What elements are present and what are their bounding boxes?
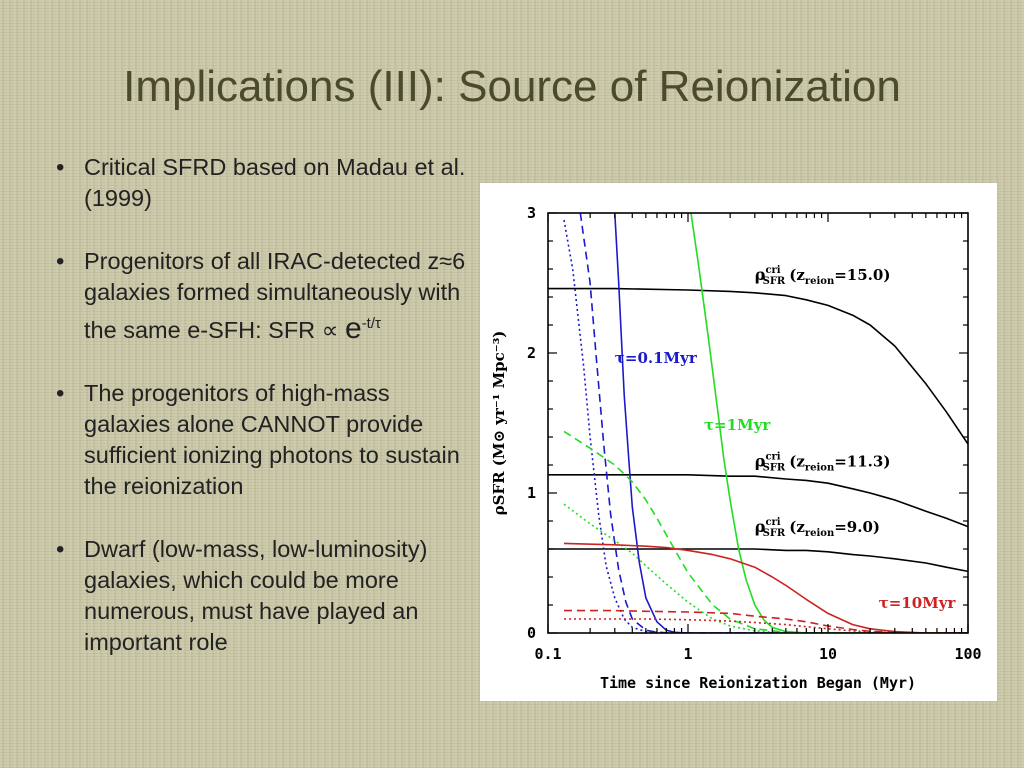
annotation-rho: ρ [755,265,766,284]
annotation-5: τ=10Myr [879,594,957,612]
x-tick-label: 0.1 [534,645,561,663]
bullet-text: Progenitors of all IRAC-detected z≈6 gal… [84,248,466,343]
annotation-sub: SFR [763,528,786,539]
annotation-paren-close: =15.0) [834,266,890,284]
annotation-0: ρcri SFR (zreion=15.0) [755,265,891,287]
bullet-dot-icon: • [56,536,65,563]
plot-frame [547,212,969,634]
sfrd-chart: 0.1 1 10 100 0 1 2 3 Time since Reionization Beg… [490,204,982,692]
annotation-2: ρcri SFR (zreion=9.0) [755,517,880,539]
y-tick-label: 0 [527,624,536,642]
annotation-paren-open: (z [789,266,805,284]
chart-panel: 0.1 1 10 100 0 1 2 3 Time since Reionization Beg… [480,183,997,701]
x-tick-label: 1 [683,645,692,663]
y-tick-label: 2 [527,344,536,362]
exponent-sup: -t/τ [361,315,381,332]
bullet-text: Critical SFRD based on Madau et al. (199… [84,154,466,211]
bullet-item: • Dwarf (low-mass, low-luminosity) galaxi… [56,534,466,658]
annotation-paren-close: =9.0) [834,518,880,536]
annotation-rho: ρ [755,451,766,470]
annotation-paren-sub: reion [805,528,835,539]
x-axis-label: Time since Reionization Began (Myr) [600,674,916,692]
series-line-5 [563,219,968,633]
bullet-dot-icon: • [56,248,65,275]
series-line-3 [614,213,968,633]
series-line-9 [563,542,968,633]
annotation-paren-open: (z [789,518,805,536]
series-line-2 [548,548,968,573]
annotation-3: τ=0.1Myr [615,349,698,367]
annotation-4: τ=1Myr [704,416,771,434]
annotation-sub: SFR [763,276,786,287]
bullet-text: The progenitors of high-mass galaxies al… [84,380,460,499]
annotation-sup: cri [765,265,780,276]
slide-title: Implications (III): Source of Reionizati… [123,62,901,111]
series-line-1 [548,474,968,528]
y-tick-label: 3 [527,204,536,222]
annotation-paren-sub: reion [805,462,835,473]
series-line-0 [548,287,968,445]
bullet-item: • The progenitors of high-mass galaxies a… [56,378,466,502]
annotation-paren-close: =11.3) [834,452,890,470]
series-line-4 [579,213,968,633]
annotation-paren-sub: reion [805,276,835,287]
annotation-paren-open: (z [789,452,805,470]
annotation-rho: ρ [755,517,766,536]
bullet-item: • Critical SFRD based on Madau et al. (19… [56,152,466,214]
exponent-base: e [345,312,362,345]
bullet-text: Dwarf (low-mass, low-luminosity) galaxie… [84,536,428,655]
x-tick-label: 100 [954,645,981,663]
y-tick-label: 1 [527,484,536,502]
annotation-1: ρcri SFR (zreion=11.3) [755,451,891,473]
bullet-item: • Progenitors of all IRAC-detected z≈6 ga… [56,246,466,346]
annotation-sub: SFR [763,462,786,473]
bullet-list: • Critical SFRD based on Madau et al. (19… [56,152,466,690]
x-tick-label: 10 [819,645,837,663]
y-axis-label: ρSFR (M⊙ yr⁻¹ Mpc⁻³) [490,331,508,516]
annotation-sup: cri [765,451,780,462]
series-line-8 [563,503,968,633]
bullet-dot-icon: • [56,154,65,181]
annotation-sup: cri [765,517,780,528]
bullet-dot-icon: • [56,380,65,407]
